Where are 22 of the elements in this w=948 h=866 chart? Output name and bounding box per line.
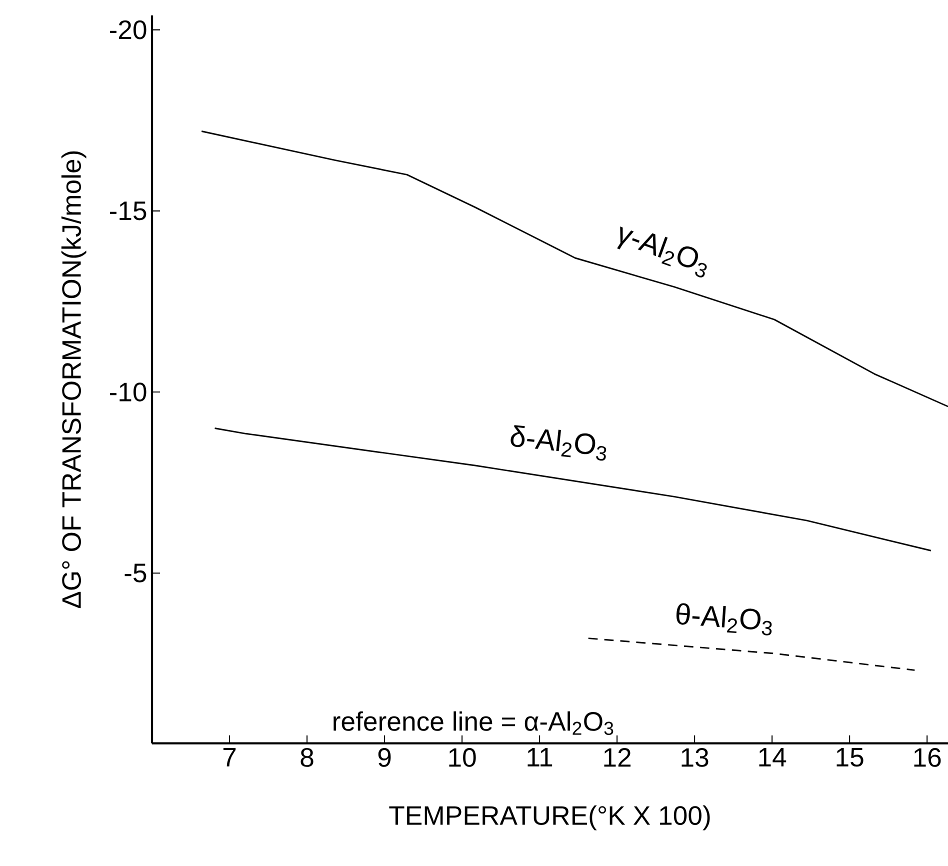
line-series xyxy=(200,130,948,408)
x-tick-label: 11 xyxy=(528,748,552,766)
x-tick-label: 15 xyxy=(836,748,864,767)
y-tick-label: -5 xyxy=(124,564,146,582)
x-tick-label: 8 xyxy=(300,748,314,767)
y-tick-label: -20 xyxy=(110,20,146,40)
annotation: reference line = α-Al$_{2}$O$_{3}$ xyxy=(334,711,614,735)
y-tick-label: -10 xyxy=(110,382,146,402)
text: δ-Al$_{2}$O$_{3}$ xyxy=(510,425,606,461)
x-tick-label: 16 xyxy=(914,748,941,767)
y-axis-title: ΔG° OF TRANSFORMATION(kJ/mole) xyxy=(61,151,86,608)
x-tick-label: 10 xyxy=(449,748,476,767)
y-tick-label: -15 xyxy=(110,202,146,220)
x-tick-label: 14 xyxy=(759,748,786,766)
x-tick-label: 12 xyxy=(604,748,631,767)
line-series xyxy=(214,427,932,552)
x-tick-label: 7 xyxy=(223,748,236,766)
x-tick-label: 13 xyxy=(682,748,708,767)
x-axis-title: TEMPERATURE(°K X 100) xyxy=(389,805,710,830)
x-tick-label: 9 xyxy=(378,748,391,767)
text: γ-Al$_{2}$O$_{3}$ xyxy=(617,226,707,278)
series-label: θ-Al$_{2}$O$_{3}$ xyxy=(676,603,772,636)
